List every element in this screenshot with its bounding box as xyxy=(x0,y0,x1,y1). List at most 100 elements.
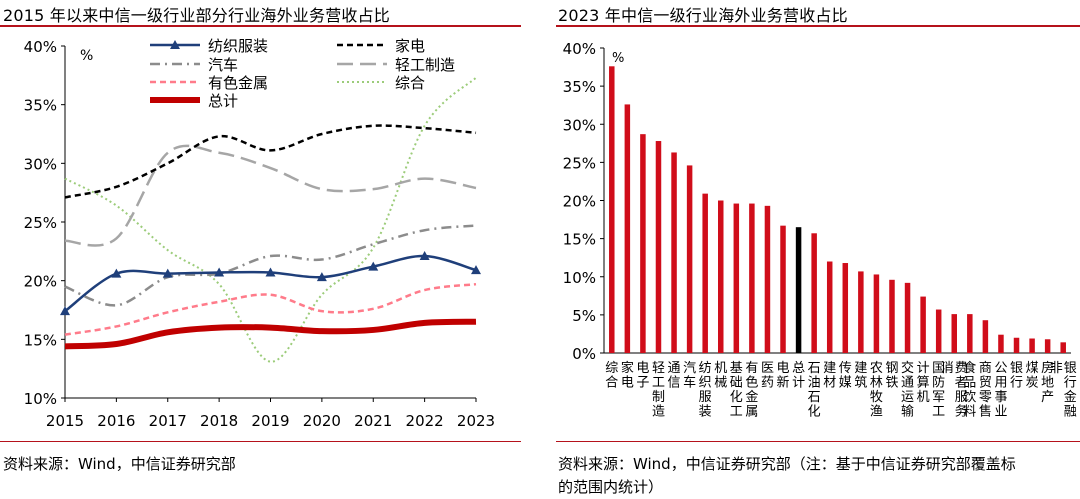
x-category-label: 纺织服装 xyxy=(699,361,712,420)
bar-公用事业 xyxy=(998,334,1004,353)
bar-消费者服务 xyxy=(951,314,957,353)
x-category-label: 钢铁 xyxy=(885,361,898,391)
x-category-label: 计算机 xyxy=(917,361,930,405)
series-line-1 xyxy=(64,124,477,199)
svg-text:银: 银 xyxy=(1064,361,1077,376)
svg-text:机: 机 xyxy=(917,390,930,405)
svg-text:新: 新 xyxy=(777,375,790,391)
svg-text:油: 油 xyxy=(808,376,821,391)
x-tick-label: 2017 xyxy=(149,412,187,430)
right-bottom-rule xyxy=(556,441,1080,442)
bar-银行 xyxy=(1013,337,1020,353)
svg-text:药: 药 xyxy=(761,376,774,391)
right-source-note-line1: 资料来源：Wind，中信证券研究部（注：基于中信证券研究部覆盖标 xyxy=(558,455,1016,473)
x-category-label: 通信 xyxy=(668,361,681,391)
x-category-label: 非银行金融 xyxy=(1050,361,1077,420)
svg-text:石: 石 xyxy=(808,390,821,405)
x-category-label: 房地产 xyxy=(1041,360,1054,405)
bar-石油石化 xyxy=(811,233,817,353)
bar-医药 xyxy=(764,205,771,353)
svg-text:媒: 媒 xyxy=(839,376,852,391)
svg-text:建: 建 xyxy=(823,361,836,376)
x-tick-label: 2020 xyxy=(303,412,341,430)
legend-label: 家电 xyxy=(395,37,425,55)
svg-text:有: 有 xyxy=(745,361,758,376)
x-category-label: 家电 xyxy=(621,360,634,391)
bar-基础化工 xyxy=(733,203,740,353)
svg-text:融: 融 xyxy=(1064,405,1077,420)
left-bottom-rule xyxy=(0,441,521,442)
right-chart-title: 2023 年中信一级行业海外业务营收占比 xyxy=(558,6,848,25)
series-line-6 xyxy=(64,318,477,350)
svg-text:计: 计 xyxy=(792,376,805,391)
y-tick-label: 15% xyxy=(24,331,57,349)
svg-text:食: 食 xyxy=(963,360,976,376)
series-marker xyxy=(316,272,327,282)
legend-label: 有色金属 xyxy=(208,74,268,92)
svg-text:医: 医 xyxy=(761,361,774,376)
legend-label: 综合 xyxy=(395,74,425,92)
svg-text:化: 化 xyxy=(730,390,743,405)
legend-label: 总计 xyxy=(208,92,238,110)
bar-电新 xyxy=(780,225,786,353)
bar-有色金属 xyxy=(749,203,755,353)
svg-text:渔: 渔 xyxy=(870,405,883,420)
svg-text:煤: 煤 xyxy=(1026,361,1039,376)
x-category-label: 电新 xyxy=(777,361,790,391)
svg-text:石: 石 xyxy=(808,361,821,376)
bar-房地产 xyxy=(1044,339,1051,353)
svg-text:交: 交 xyxy=(901,360,914,376)
y-tick-label: 30% xyxy=(24,155,57,173)
series-line-5 xyxy=(64,76,477,363)
x-category-label: 轻工制造 xyxy=(652,361,665,420)
bar-汽车 xyxy=(686,165,693,353)
svg-text:林: 林 xyxy=(870,376,883,391)
series-marker xyxy=(214,267,225,277)
svg-text:通: 通 xyxy=(901,376,914,391)
svg-text:础: 础 xyxy=(730,376,743,391)
svg-text:事: 事 xyxy=(994,390,1007,405)
svg-text:筑: 筑 xyxy=(854,375,867,391)
x-tick-label: 2023 xyxy=(457,412,495,430)
svg-text:业: 业 xyxy=(994,405,1007,420)
bar-传媒 xyxy=(842,263,849,353)
x-tick-label: 2018 xyxy=(200,412,238,430)
svg-text:装: 装 xyxy=(699,405,712,420)
svg-text:行: 行 xyxy=(1064,376,1077,391)
bar-综合 xyxy=(609,66,615,354)
bar-商贸零售 xyxy=(982,320,989,353)
y-tick-label: 40% xyxy=(24,38,57,56)
y-tick-label: 10% xyxy=(563,269,596,287)
svg-text:造: 造 xyxy=(652,405,665,420)
y-tick-label: 30% xyxy=(563,116,596,134)
bar-建材 xyxy=(826,261,833,353)
x-category-label: 总计 xyxy=(792,361,805,391)
svg-text:计: 计 xyxy=(917,361,930,376)
svg-text:消: 消 xyxy=(941,361,954,376)
svg-text:通: 通 xyxy=(668,361,681,376)
svg-text:械: 械 xyxy=(714,376,727,391)
right-title-rule xyxy=(556,25,1080,27)
series-line-3 xyxy=(64,144,477,247)
svg-text:家: 家 xyxy=(621,360,634,376)
svg-text:总: 总 xyxy=(792,361,805,376)
svg-text:金: 金 xyxy=(1064,389,1077,405)
bar-煤炭 xyxy=(1029,338,1035,353)
y-tick-label: 35% xyxy=(563,78,596,96)
svg-text:子: 子 xyxy=(636,376,649,391)
svg-text:铁: 铁 xyxy=(885,376,898,391)
y-tick-label: 0% xyxy=(572,345,596,363)
svg-text:机: 机 xyxy=(714,361,727,376)
x-category-label: 建筑 xyxy=(854,361,867,391)
x-category-label: 汽车 xyxy=(683,361,696,391)
series-marker xyxy=(471,265,481,275)
x-category-label: 消费者服务 xyxy=(941,361,968,420)
x-category-label: 有色金属 xyxy=(745,361,758,420)
legend-label: 纺织服装 xyxy=(208,37,268,55)
bar-家电 xyxy=(624,104,631,353)
svg-text:纺: 纺 xyxy=(699,361,712,376)
svg-text:费: 费 xyxy=(955,361,968,376)
series-marker xyxy=(265,267,276,277)
